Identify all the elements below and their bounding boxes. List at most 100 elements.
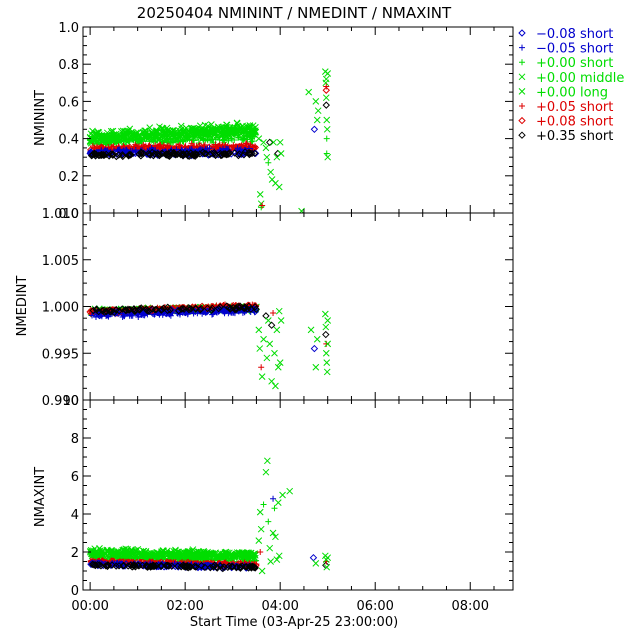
data-point xyxy=(262,144,270,152)
legend-marker xyxy=(518,29,526,37)
legend-marker xyxy=(518,73,526,81)
data-point xyxy=(149,562,157,571)
data-point xyxy=(249,137,256,144)
data-point xyxy=(193,126,201,133)
data-point xyxy=(95,138,102,145)
data-point xyxy=(321,310,329,318)
data-point xyxy=(91,152,100,160)
data-point xyxy=(123,127,131,135)
data-point xyxy=(131,561,139,570)
data-point xyxy=(227,562,236,571)
data-point xyxy=(157,561,165,570)
data-point xyxy=(197,561,206,570)
y-tick-label: 1.0 xyxy=(58,21,79,36)
data-point xyxy=(88,137,95,144)
legend-label: +0.00 short xyxy=(536,56,613,71)
data-point xyxy=(112,562,120,570)
data-point xyxy=(177,122,185,130)
data-point xyxy=(240,151,248,159)
data-point xyxy=(263,153,271,161)
data-point xyxy=(163,303,172,311)
data-point xyxy=(179,151,188,159)
data-point xyxy=(190,152,198,160)
data-point xyxy=(323,135,330,142)
data-point xyxy=(276,138,284,146)
data-point xyxy=(324,70,332,77)
data-point xyxy=(208,304,216,313)
data-point xyxy=(102,132,110,140)
data-point xyxy=(251,303,259,311)
data-point xyxy=(305,88,313,96)
data-point xyxy=(109,150,117,158)
data-point xyxy=(240,135,247,142)
data-point xyxy=(257,525,265,533)
data-point xyxy=(286,487,294,495)
y-tick-label: 0.2 xyxy=(58,170,79,185)
y-tick-label: 0.995 xyxy=(42,347,79,362)
data-point xyxy=(173,138,180,145)
data-point xyxy=(107,136,114,143)
data-point xyxy=(91,545,99,553)
data-point xyxy=(234,151,243,160)
data-point xyxy=(228,135,235,142)
data-point xyxy=(265,518,272,525)
y-tick-label: 1.005 xyxy=(42,254,79,269)
data-point xyxy=(128,563,136,571)
data-point xyxy=(200,149,209,158)
data-point xyxy=(274,499,282,506)
data-point xyxy=(148,132,155,140)
data-point xyxy=(241,563,250,571)
data-point xyxy=(196,306,205,314)
data-point xyxy=(271,505,278,512)
data-point xyxy=(310,344,319,353)
data-point xyxy=(182,137,189,144)
y-tick-label: 6 xyxy=(71,470,79,485)
data-point xyxy=(110,308,118,317)
data-point xyxy=(203,304,212,313)
data-point xyxy=(168,139,175,146)
data-point xyxy=(239,122,247,130)
data-point xyxy=(312,363,320,371)
data-point xyxy=(145,148,153,157)
data-point xyxy=(164,149,173,158)
data-point xyxy=(258,567,266,575)
data-point xyxy=(269,529,277,537)
data-point xyxy=(226,305,234,313)
data-point xyxy=(130,562,138,570)
data-point xyxy=(247,134,254,141)
x-tick-label: 08:00 xyxy=(452,599,489,614)
data-point xyxy=(271,349,278,357)
data-point xyxy=(238,552,246,560)
data-point xyxy=(324,317,332,324)
data-point xyxy=(187,305,195,313)
data-point xyxy=(141,127,148,135)
data-points xyxy=(86,68,332,213)
data-point xyxy=(267,558,275,565)
data-point xyxy=(205,131,212,138)
legend-label: +0.00 middle xyxy=(536,71,624,86)
data-point xyxy=(239,304,248,312)
data-point xyxy=(275,552,283,560)
y-tick-label: 0.4 xyxy=(58,133,79,148)
data-point xyxy=(183,563,191,571)
data-point xyxy=(112,306,120,314)
x-tick-label: 00:00 xyxy=(71,599,108,614)
data-point xyxy=(180,305,188,313)
data-point xyxy=(314,107,322,115)
data-point xyxy=(87,130,95,138)
data-point xyxy=(266,340,274,348)
data-point xyxy=(324,554,332,562)
data-point xyxy=(185,304,193,312)
x-tick-label: 04:00 xyxy=(261,599,298,614)
data-point xyxy=(323,125,331,133)
data-point xyxy=(235,128,243,136)
data-point xyxy=(272,382,279,390)
data-point xyxy=(255,537,263,544)
data-point xyxy=(272,533,279,541)
data-point xyxy=(206,145,213,152)
data-point xyxy=(310,125,319,134)
data-point xyxy=(137,304,145,312)
data-point xyxy=(324,340,332,348)
data-point xyxy=(94,307,103,316)
